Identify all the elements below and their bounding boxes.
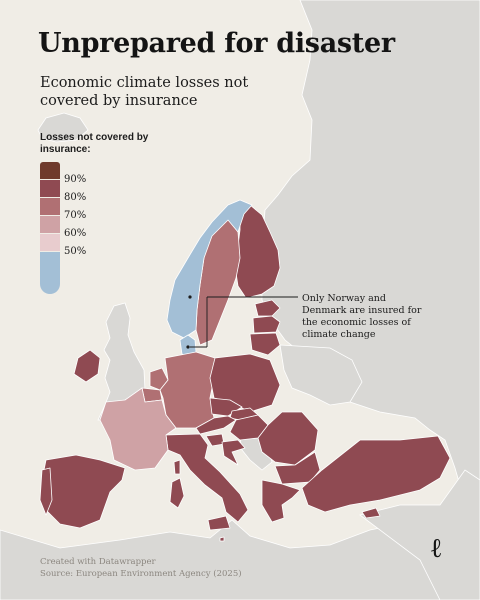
legend-swatch-50 bbox=[40, 234, 60, 251]
connector-dot-denmark bbox=[186, 345, 190, 349]
legend-color-bar bbox=[40, 162, 60, 294]
country-sardinia bbox=[169, 477, 185, 509]
legend-swatch-60 bbox=[40, 216, 60, 233]
map-title: Unprepared for disaster bbox=[38, 28, 395, 59]
ukraine bbox=[279, 344, 363, 406]
map-subtitle: Economic climate losses not covered by i… bbox=[40, 75, 249, 109]
legend-swatch-insured bbox=[40, 252, 60, 294]
annotation-connector bbox=[186, 295, 298, 349]
iceland bbox=[37, 112, 89, 143]
publisher-logo: ℓ bbox=[431, 533, 442, 564]
country-croatia bbox=[221, 439, 246, 466]
credits: Created with Datawrapper Source: Europea… bbox=[40, 556, 242, 580]
legend-label-60: 60% bbox=[64, 228, 87, 239]
country-italy bbox=[165, 433, 249, 523]
country-slovenia bbox=[205, 433, 225, 447]
country-greece bbox=[261, 479, 301, 523]
country-sicily bbox=[207, 515, 231, 531]
credit-datawrapper: Created with Datawrapper bbox=[40, 557, 156, 567]
country-estonia bbox=[254, 299, 281, 317]
legend-swatch-70 bbox=[40, 198, 60, 215]
country-belgium bbox=[141, 387, 163, 403]
legend-label-90: 90% bbox=[64, 174, 87, 185]
norway-denmark-annotation: Only Norway and Denmark are insured for … bbox=[302, 293, 422, 340]
country-poland bbox=[209, 353, 281, 413]
country-norway bbox=[166, 199, 253, 339]
legend-swatch-80 bbox=[40, 180, 60, 197]
eu-countries bbox=[39, 199, 451, 542]
country-portugal bbox=[39, 467, 53, 516]
legend-swatch-90 bbox=[40, 162, 60, 179]
legend-title: Losses not covered by insurance: bbox=[40, 132, 149, 155]
country-corsica bbox=[173, 459, 181, 475]
country-cyprus bbox=[361, 507, 381, 519]
country-spain bbox=[41, 454, 126, 529]
legend-label-70: 70% bbox=[64, 210, 87, 221]
legend-label-50: 50% bbox=[64, 246, 87, 257]
country-germany bbox=[159, 351, 216, 429]
legend-label-80: 80% bbox=[64, 192, 87, 203]
country-ireland bbox=[73, 349, 101, 383]
country-france bbox=[99, 387, 177, 471]
country-lithuania bbox=[249, 332, 281, 356]
credit-source: Source: European Environment Agency (202… bbox=[40, 569, 242, 579]
country-turkey bbox=[301, 435, 451, 513]
connector-dot-norway bbox=[188, 295, 192, 299]
country-romania bbox=[257, 411, 319, 466]
country-latvia bbox=[252, 315, 281, 334]
country-malta bbox=[219, 536, 225, 542]
middle-east bbox=[359, 469, 480, 600]
